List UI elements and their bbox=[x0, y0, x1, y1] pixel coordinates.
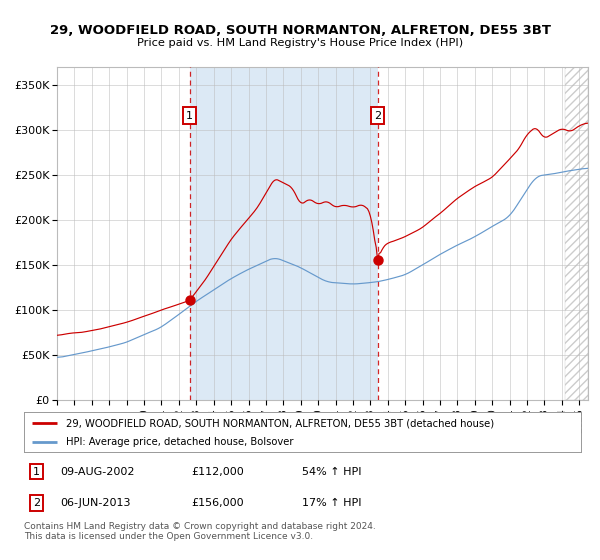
Bar bbox=[190, 67, 377, 400]
Text: Contains HM Land Registry data © Crown copyright and database right 2024.
This d: Contains HM Land Registry data © Crown c… bbox=[24, 522, 376, 542]
Text: 06-JUN-2013: 06-JUN-2013 bbox=[60, 498, 131, 508]
Text: 2: 2 bbox=[374, 110, 381, 120]
Text: £156,000: £156,000 bbox=[191, 498, 244, 508]
Text: 54% ↑ HPI: 54% ↑ HPI bbox=[302, 466, 362, 477]
Text: £112,000: £112,000 bbox=[191, 466, 244, 477]
Bar bbox=[565, 67, 588, 400]
Text: 29, WOODFIELD ROAD, SOUTH NORMANTON, ALFRETON, DE55 3BT: 29, WOODFIELD ROAD, SOUTH NORMANTON, ALF… bbox=[49, 24, 551, 38]
Text: 17% ↑ HPI: 17% ↑ HPI bbox=[302, 498, 362, 508]
Text: 1: 1 bbox=[186, 110, 193, 120]
Text: 1: 1 bbox=[33, 466, 40, 477]
Text: HPI: Average price, detached house, Bolsover: HPI: Average price, detached house, Bols… bbox=[66, 437, 293, 447]
Text: 09-AUG-2002: 09-AUG-2002 bbox=[60, 466, 134, 477]
Text: 29, WOODFIELD ROAD, SOUTH NORMANTON, ALFRETON, DE55 3BT (detached house): 29, WOODFIELD ROAD, SOUTH NORMANTON, ALF… bbox=[66, 418, 494, 428]
Text: 2: 2 bbox=[32, 498, 40, 508]
Text: Price paid vs. HM Land Registry's House Price Index (HPI): Price paid vs. HM Land Registry's House … bbox=[137, 38, 463, 48]
